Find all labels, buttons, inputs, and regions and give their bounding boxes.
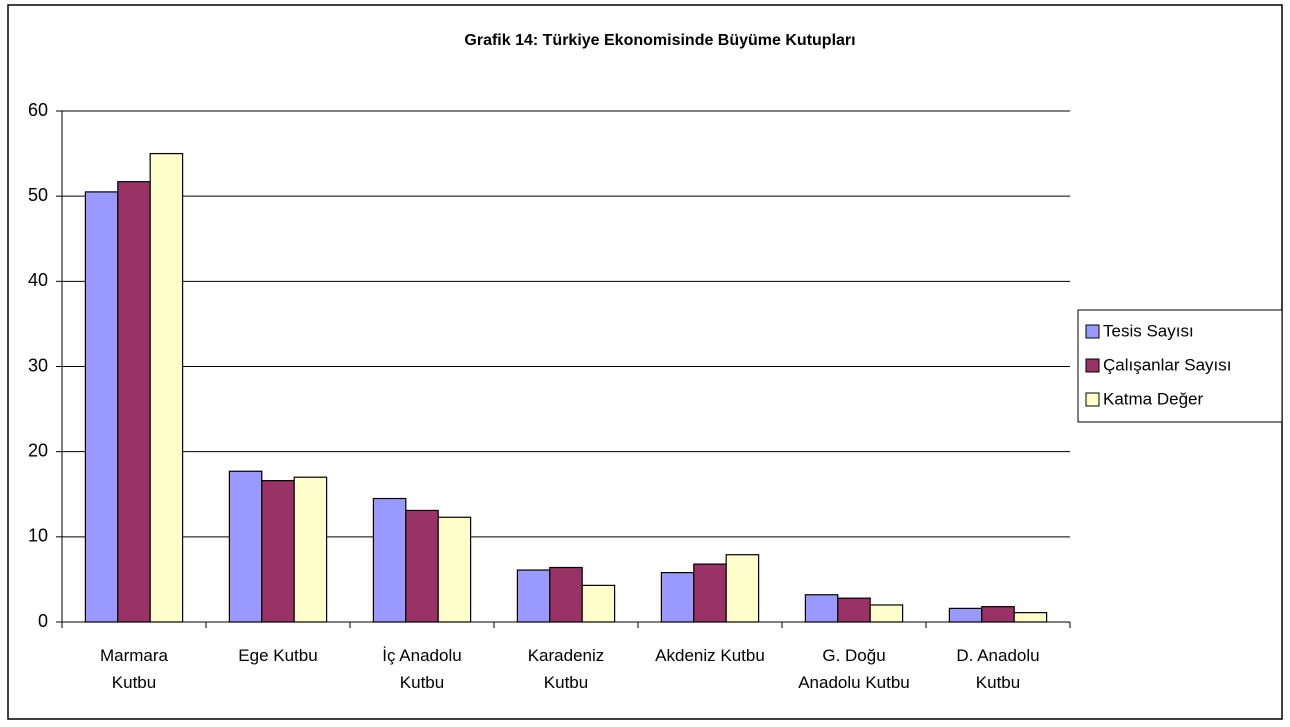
bar <box>293 476 328 623</box>
bar <box>84 191 119 623</box>
bar <box>837 597 871 623</box>
bar <box>725 554 760 623</box>
bar <box>437 516 472 623</box>
x-tick-label-line: Kutbu <box>112 673 156 692</box>
y-tick-label: 30 <box>28 355 48 375</box>
bar <box>117 181 151 623</box>
x-tick-label-line: Anadolu Kutbu <box>798 673 910 692</box>
bar <box>372 497 407 623</box>
legend-box <box>1077 309 1283 423</box>
legend-swatch <box>1085 324 1100 339</box>
bar <box>228 470 263 623</box>
x-tick-label: İç Anadolu Kutbu <box>382 646 461 692</box>
x-tick-label-line: Ege Kutbu <box>238 646 317 665</box>
x-tick-label: D. Anadolu Kutbu <box>956 646 1039 692</box>
x-tick-label: Akdeniz Kutbu <box>655 646 765 665</box>
y-tick-label: 60 <box>28 100 48 120</box>
x-tick-label-line: Akdeniz Kutbu <box>655 646 765 665</box>
x-tick-label-line: Kutbu <box>400 673 444 692</box>
chart-border <box>7 4 1283 720</box>
y-tick-label: 20 <box>28 440 48 460</box>
legend-label: Çalışanlar Sayısı <box>1103 355 1232 374</box>
legend-swatch <box>1085 358 1100 373</box>
x-tick-label-line: Marmara <box>100 646 169 665</box>
bar <box>948 607 983 623</box>
x-tick-label-line: D. Anadolu <box>956 646 1039 665</box>
bar <box>869 604 904 623</box>
bar <box>261 480 295 623</box>
x-tick-label-line: Karadeniz <box>528 646 605 665</box>
bar <box>581 584 616 623</box>
x-tick-label: G. Doğu Anadolu Kutbu <box>798 646 910 692</box>
y-tick-label: 0 <box>38 611 48 631</box>
legend-swatch <box>1085 392 1100 407</box>
bar <box>516 569 551 623</box>
chart-title: Grafik 14: Türkiye Ekonomisinde Büyüme K… <box>464 32 855 49</box>
legend-label: Katma Değer <box>1103 389 1203 408</box>
bar <box>405 509 439 623</box>
x-tick-label-line: İç Anadolu <box>382 646 461 665</box>
legend-label: Tesis Sayısı <box>1103 321 1194 340</box>
x-tick-label-line: Kutbu <box>976 673 1020 692</box>
x-tick-label-line: Kutbu <box>544 673 588 692</box>
bar <box>549 566 583 623</box>
y-tick-label: 10 <box>28 526 48 546</box>
bar <box>660 572 695 623</box>
y-tick-label: 50 <box>28 185 48 205</box>
bar <box>149 152 184 623</box>
bar <box>804 594 839 623</box>
bar <box>981 606 1015 623</box>
x-tick-label-line: G. Doğu <box>822 646 885 665</box>
x-tick-label: Karadeniz Kutbu <box>528 646 605 692</box>
x-tick-label: Ege Kutbu <box>238 646 317 665</box>
bar <box>1013 612 1048 623</box>
bar <box>693 563 727 623</box>
x-tick-label: Marmara Kutbu <box>100 646 169 692</box>
y-tick-label: 40 <box>28 270 48 290</box>
